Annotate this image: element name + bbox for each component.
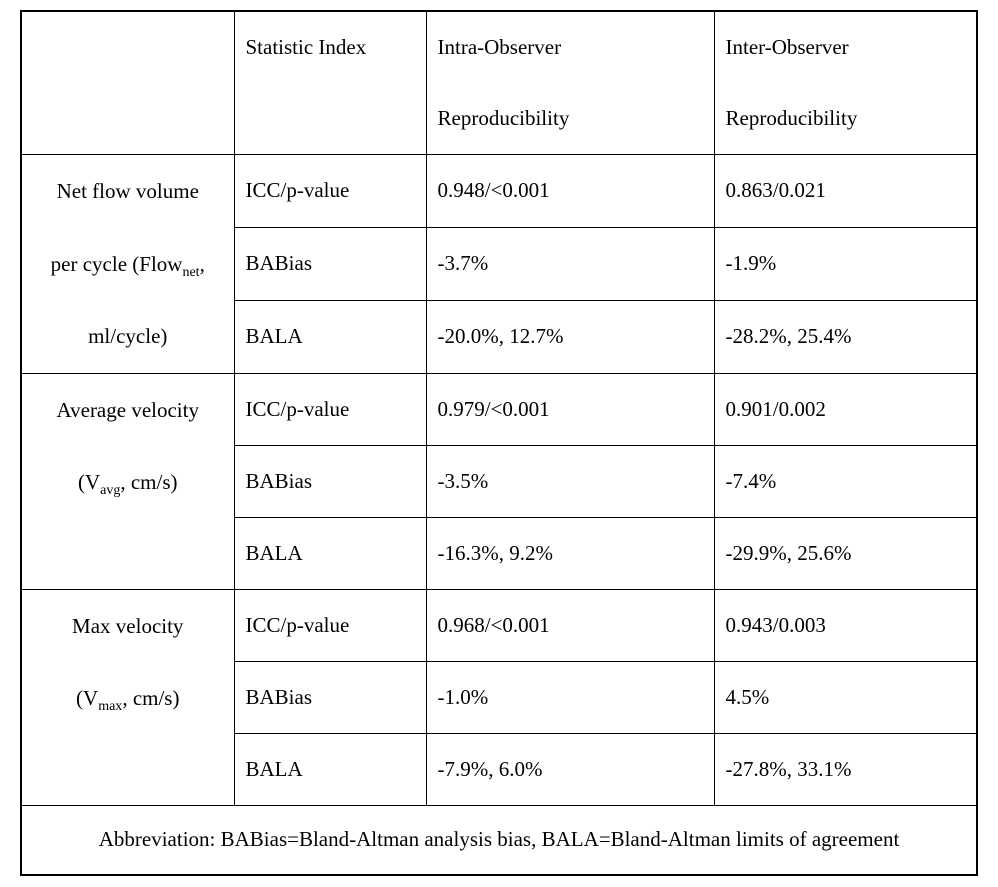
group-label-net-flow-volume: Net flow volume per cycle (Flownet, ml/c… [20, 154, 235, 374]
header-statistic-index: Statistic Index [233, 10, 427, 155]
label-text: (V [77, 470, 101, 494]
header-corner-cell [20, 10, 235, 155]
group-label-average-velocity: Average velocity (Vavg, cm/s) [20, 372, 235, 590]
intra-value-cell: -3.7% [425, 226, 715, 301]
table-row: BABias -1.0% 4.5% [21, 660, 978, 734]
group-label-max-velocity: Max velocity (Vmax, cm/s) [20, 588, 235, 806]
group-label-line: ml/cycle) [88, 324, 168, 348]
table-footnote-row: Abbreviation: BABias=Bland-Altman analys… [20, 804, 978, 876]
header-intra-observer: Intra-Observer Reproducibility [425, 10, 715, 155]
inter-value-cell: -28.2%, 25.4% [713, 299, 978, 374]
stat-index-cell: BABias [233, 660, 427, 734]
header-intra-line1: Intra-Observer [437, 35, 562, 59]
intra-value-cell: -3.5% [425, 444, 715, 518]
label-subscript: max [98, 699, 123, 715]
stat-index-cell: BALA [233, 299, 427, 374]
intra-value-cell: 0.968/<0.001 [425, 588, 715, 662]
table-row: Net flow volume per cycle (Flownet, ml/c… [20, 154, 978, 374]
reproducibility-table: Statistic Index Intra-Observer Reproduci… [20, 10, 978, 876]
group-label-line: per cycle (Flownet, [22, 228, 233, 301]
inter-value-cell: 0.901/0.002 [713, 372, 978, 446]
header-intra-line2: Reproducibility [437, 106, 570, 130]
inter-value-cell: 0.863/0.021 [713, 154, 978, 228]
intra-value-cell: -1.0% [425, 660, 715, 734]
group-label-line: (Vavg, cm/s) [22, 446, 233, 519]
stat-index-cell: ICC/p-value [233, 588, 427, 662]
table-row: BABias -3.5% -7.4% [21, 444, 978, 518]
inter-value-cell: -7.4% [713, 444, 978, 518]
header-inter-line1: Inter-Observer [725, 35, 849, 59]
intra-value-cell: -7.9%, 6.0% [425, 732, 715, 806]
group-label-line: (Vmax, cm/s) [22, 662, 233, 735]
intra-value-cell: -20.0%, 12.7% [425, 299, 715, 374]
stat-index-cell: BABias [233, 444, 427, 518]
inter-value-cell: -27.8%, 33.1% [713, 732, 978, 806]
label-subscript: avg [100, 483, 121, 499]
table-header-row: Statistic Index Intra-Observer Reproduci… [20, 10, 978, 155]
intra-value-cell: 0.979/<0.001 [425, 372, 715, 446]
inter-value-cell: -1.9% [713, 226, 978, 301]
label-text: (V [76, 686, 99, 710]
table-row: BABias -3.7% -1.9% [21, 226, 978, 301]
stat-index-cell: ICC/p-value [233, 372, 427, 446]
header-inter-line2: Reproducibility [725, 106, 858, 130]
table-row: Max velocity (Vmax, cm/s) ICC/p-value 0.… [20, 588, 978, 806]
inter-value-cell: 0.943/0.003 [713, 588, 978, 662]
label-text: , cm/s) [122, 686, 180, 710]
table-row: BALA -16.3%, 9.2% -29.9%, 25.6% [21, 516, 978, 590]
label-text: , cm/s) [120, 470, 178, 494]
table-row: Average velocity (Vavg, cm/s) ICC/p-valu… [20, 372, 978, 590]
stat-index-cell: BABias [233, 226, 427, 301]
inter-value-cell: 4.5% [713, 660, 978, 734]
group-label-line: Max velocity [72, 613, 184, 638]
intra-value-cell: -16.3%, 9.2% [425, 516, 715, 590]
table-row: BALA -7.9%, 6.0% -27.8%, 33.1% [21, 732, 978, 806]
stat-index-cell: BALA [233, 732, 427, 806]
label-subscript: net [182, 264, 200, 280]
header-statistic-index-label: Statistic Index [245, 35, 367, 59]
abbreviation-footnote: Abbreviation: BABias=Bland-Altman analys… [20, 804, 978, 876]
group-label-line: Average velocity [56, 397, 199, 422]
inter-value-cell: -29.9%, 25.6% [713, 516, 978, 590]
header-inter-observer: Inter-Observer Reproducibility [713, 10, 978, 155]
stat-index-cell: BALA [233, 516, 427, 590]
label-text: per cycle (Flow [50, 251, 183, 276]
group-label-line: Net flow volume [56, 179, 199, 203]
label-text: , [199, 251, 205, 276]
intra-value-cell: 0.948/<0.001 [425, 154, 715, 228]
stat-index-cell: ICC/p-value [233, 154, 427, 228]
